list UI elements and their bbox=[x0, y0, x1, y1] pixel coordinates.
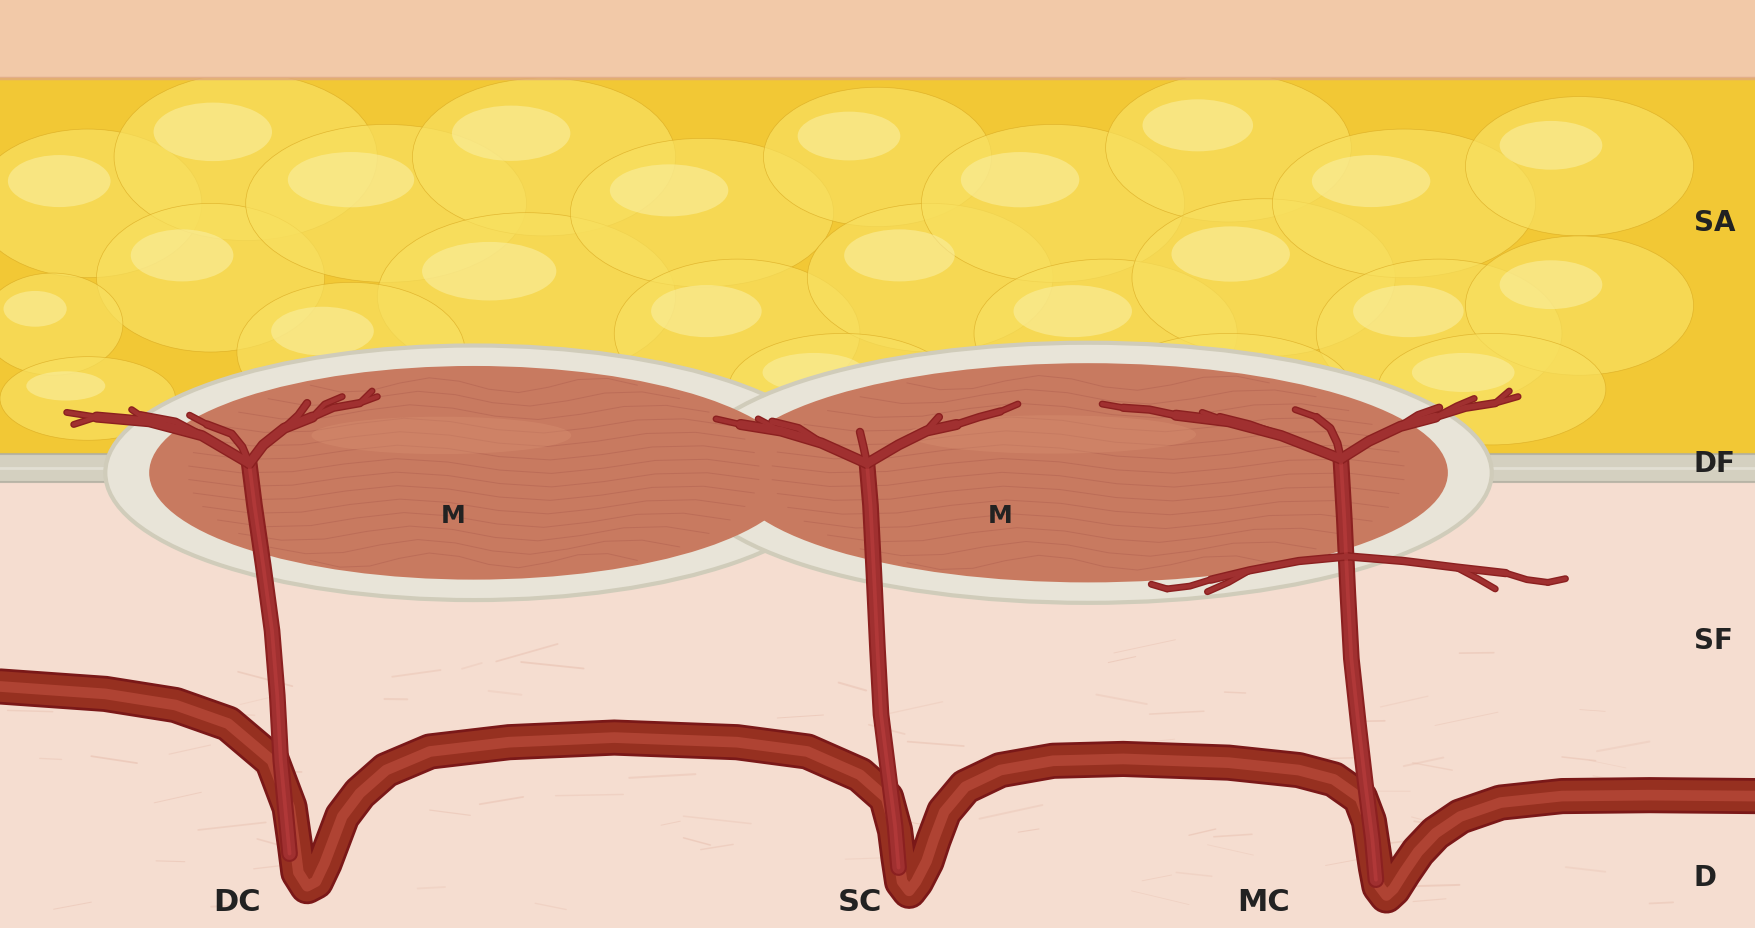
Ellipse shape bbox=[651, 286, 762, 338]
Ellipse shape bbox=[570, 139, 834, 288]
Ellipse shape bbox=[974, 260, 1237, 408]
Ellipse shape bbox=[1272, 130, 1536, 278]
Ellipse shape bbox=[97, 204, 325, 353]
Ellipse shape bbox=[270, 307, 374, 356]
Ellipse shape bbox=[0, 357, 176, 441]
Ellipse shape bbox=[728, 334, 956, 445]
Ellipse shape bbox=[762, 354, 865, 393]
Ellipse shape bbox=[105, 346, 842, 600]
Ellipse shape bbox=[807, 204, 1053, 353]
Ellipse shape bbox=[149, 367, 799, 580]
Bar bbox=[0, 0, 1755, 455]
Ellipse shape bbox=[763, 88, 992, 227]
Ellipse shape bbox=[1378, 334, 1606, 445]
Ellipse shape bbox=[1465, 97, 1694, 237]
Ellipse shape bbox=[0, 130, 202, 278]
Ellipse shape bbox=[684, 343, 1492, 603]
Text: SF: SF bbox=[1694, 626, 1732, 654]
Ellipse shape bbox=[1106, 74, 1351, 223]
Ellipse shape bbox=[960, 153, 1079, 208]
Ellipse shape bbox=[921, 125, 1185, 283]
Ellipse shape bbox=[1316, 260, 1562, 408]
Bar bbox=[0, 455, 1755, 483]
Ellipse shape bbox=[728, 364, 1448, 583]
Text: M: M bbox=[988, 503, 1013, 527]
Ellipse shape bbox=[421, 243, 556, 302]
Ellipse shape bbox=[312, 418, 572, 455]
Ellipse shape bbox=[844, 230, 955, 282]
Ellipse shape bbox=[1013, 286, 1132, 338]
Ellipse shape bbox=[909, 416, 1197, 454]
Ellipse shape bbox=[412, 79, 676, 237]
Ellipse shape bbox=[130, 230, 233, 282]
Ellipse shape bbox=[114, 74, 377, 241]
Ellipse shape bbox=[611, 165, 728, 217]
Ellipse shape bbox=[1143, 354, 1253, 393]
Text: DF: DF bbox=[1694, 450, 1736, 478]
Text: M: M bbox=[441, 503, 465, 527]
Text: DC: DC bbox=[212, 887, 261, 917]
Ellipse shape bbox=[1143, 100, 1253, 152]
Ellipse shape bbox=[1353, 286, 1464, 338]
Ellipse shape bbox=[1499, 122, 1602, 171]
Ellipse shape bbox=[335, 368, 423, 402]
Text: MC: MC bbox=[1237, 887, 1290, 917]
Text: D: D bbox=[1694, 863, 1716, 891]
Text: SA: SA bbox=[1694, 209, 1736, 237]
Ellipse shape bbox=[1411, 354, 1515, 393]
Ellipse shape bbox=[797, 112, 900, 161]
Text: SC: SC bbox=[837, 887, 883, 917]
Ellipse shape bbox=[1499, 261, 1602, 310]
Ellipse shape bbox=[154, 103, 272, 161]
Ellipse shape bbox=[614, 260, 860, 408]
Ellipse shape bbox=[1465, 237, 1694, 376]
Ellipse shape bbox=[1106, 334, 1351, 445]
Ellipse shape bbox=[1132, 200, 1395, 357]
Ellipse shape bbox=[307, 353, 500, 445]
Ellipse shape bbox=[4, 291, 67, 328]
Ellipse shape bbox=[377, 213, 676, 380]
Ellipse shape bbox=[26, 372, 105, 401]
Ellipse shape bbox=[288, 153, 414, 208]
Ellipse shape bbox=[1311, 156, 1430, 208]
Ellipse shape bbox=[9, 156, 111, 208]
Ellipse shape bbox=[1171, 227, 1290, 282]
Ellipse shape bbox=[237, 283, 465, 422]
Ellipse shape bbox=[453, 107, 570, 161]
Ellipse shape bbox=[246, 125, 526, 283]
Bar bbox=[0, 0, 1755, 79]
Ellipse shape bbox=[0, 274, 123, 376]
